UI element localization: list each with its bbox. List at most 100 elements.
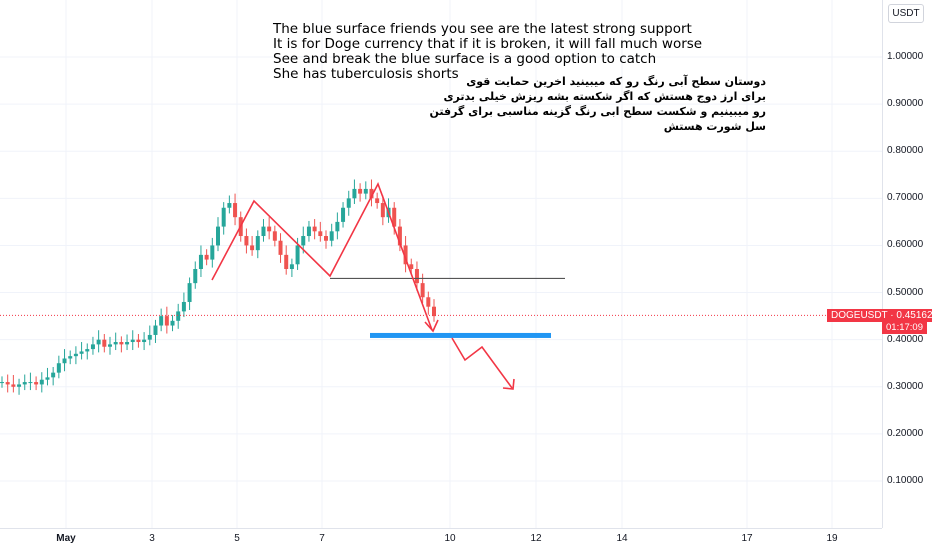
- candle-body: [193, 269, 198, 284]
- candle-body: [221, 207, 226, 227]
- candle-body: [409, 264, 414, 269]
- candle-body: [68, 356, 73, 359]
- time-tick-label: 12: [530, 533, 542, 544]
- time-tick-label: May: [56, 533, 76, 544]
- candle-body: [358, 188, 363, 194]
- candle-body: [289, 264, 294, 269]
- price-tick-label: 0.80000: [887, 145, 924, 157]
- candle-body: [375, 198, 380, 204]
- candle-body: [250, 245, 255, 251]
- time-tick-label: 5: [234, 533, 240, 544]
- candle-body: [164, 316, 169, 326]
- annotation-line: The blue surface friends you see are the…: [273, 21, 692, 37]
- candle-body: [363, 188, 368, 194]
- candle-body: [22, 382, 27, 385]
- time-tick-label: 14: [616, 533, 628, 544]
- support-zone: [370, 332, 551, 338]
- candle-body: [102, 339, 107, 347]
- candle-body: [51, 372, 56, 378]
- candle-body: [56, 363, 61, 373]
- candle-body: [204, 254, 209, 260]
- price-tick-label: 0.70000: [887, 192, 924, 204]
- candle-body: [284, 254, 289, 269]
- candle-body: [267, 226, 272, 232]
- candle-body: [318, 231, 323, 237]
- candle-body: [278, 240, 283, 255]
- candle-body: [352, 188, 357, 199]
- candle-body: [96, 339, 101, 345]
- candle-body: [130, 339, 135, 343]
- pattern-zigzag: [211, 182, 433, 331]
- price-label: DOGEUSDT · 0.45162: [827, 309, 932, 322]
- candle-body: [295, 245, 300, 265]
- candle-body: [11, 384, 16, 387]
- price-tick-label: 0.90000: [887, 98, 924, 110]
- candle-body: [45, 377, 50, 380]
- candle-body: [369, 188, 374, 199]
- candle-body: [90, 344, 95, 350]
- candle-body: [34, 382, 39, 385]
- time-tick-label: 17: [741, 533, 753, 544]
- chart-grid: [0, 0, 882, 528]
- candle-body: [403, 245, 408, 265]
- candlestick-series: [0, 179, 436, 395]
- price-axis[interactable]: [882, 0, 932, 528]
- projection-arrow-head: [502, 378, 515, 390]
- drawings-layer: [0, 182, 882, 390]
- candle-body: [5, 382, 10, 385]
- candle-body: [125, 342, 130, 345]
- candle-body: [432, 306, 436, 317]
- annotation-line: دوستان سطح آبی رنگ رو که میبینید اخرین ح…: [466, 75, 766, 88]
- annotation-line: It is for Doge currency that if it is br…: [273, 36, 703, 52]
- price-tick-label: 1.00000: [887, 51, 924, 62]
- price-tick-label: 0.10000: [887, 475, 924, 486]
- candle-body: [329, 231, 334, 241]
- candle-body: [176, 311, 181, 321]
- time-axis[interactable]: [0, 528, 882, 551]
- candle-body: [335, 221, 340, 232]
- annotation-line: سل شورت هستش: [663, 120, 766, 133]
- symbol-label: DOGEUSDT: [831, 310, 888, 321]
- time-tick-label: 19: [826, 533, 838, 544]
- candle-body: [261, 226, 266, 237]
- candle-body: [312, 226, 317, 232]
- candle-body: [392, 207, 397, 227]
- candle-body: [181, 301, 186, 312]
- time-tick-label: 7: [319, 533, 325, 544]
- candle-body: [153, 325, 158, 335]
- candle-body: [62, 358, 67, 364]
- candle-body: [28, 382, 33, 384]
- price-tick-label: 0.60000: [887, 239, 924, 251]
- currency-button[interactable]: USDT: [888, 4, 924, 23]
- candle-body: [147, 334, 152, 340]
- candle-body: [159, 316, 164, 326]
- candle-body: [17, 384, 22, 387]
- price-tick-label: 0.50000: [887, 286, 924, 298]
- candle-body: [420, 283, 425, 298]
- candle-body: [119, 342, 124, 345]
- candle-body: [244, 236, 249, 246]
- annotation-line: رو میبینیم و شکست سطح ابی رنگ گزینه مناس…: [429, 105, 766, 118]
- candle-body: [233, 203, 238, 218]
- candle-body: [341, 207, 346, 222]
- candle-body: [380, 203, 385, 218]
- candle-body: [210, 245, 215, 260]
- time-tick-label: 10: [444, 533, 456, 544]
- annotation-persian[interactable]: دوستان سطح آبی رنگ رو که میبینید اخرین ح…: [429, 74, 766, 134]
- candle-body: [346, 198, 351, 208]
- price-tick-label: 0.30000: [887, 380, 924, 392]
- candle-body: [272, 231, 277, 241]
- annotation-line: See and break the blue surface is a good…: [273, 51, 657, 67]
- candle-body: [397, 226, 402, 246]
- candle-body: [39, 379, 44, 385]
- candle-body: [414, 269, 419, 284]
- price-tick-label: 0.20000: [887, 427, 924, 439]
- countdown-label: 01:17:09: [882, 322, 927, 334]
- candle-body: [85, 349, 90, 352]
- candle-body: [324, 236, 328, 241]
- candle-body: [136, 339, 141, 343]
- candle-body: [170, 320, 175, 326]
- annotation-english[interactable]: The blue surface friends you see are the…: [273, 22, 702, 82]
- arrow-head: [424, 319, 439, 333]
